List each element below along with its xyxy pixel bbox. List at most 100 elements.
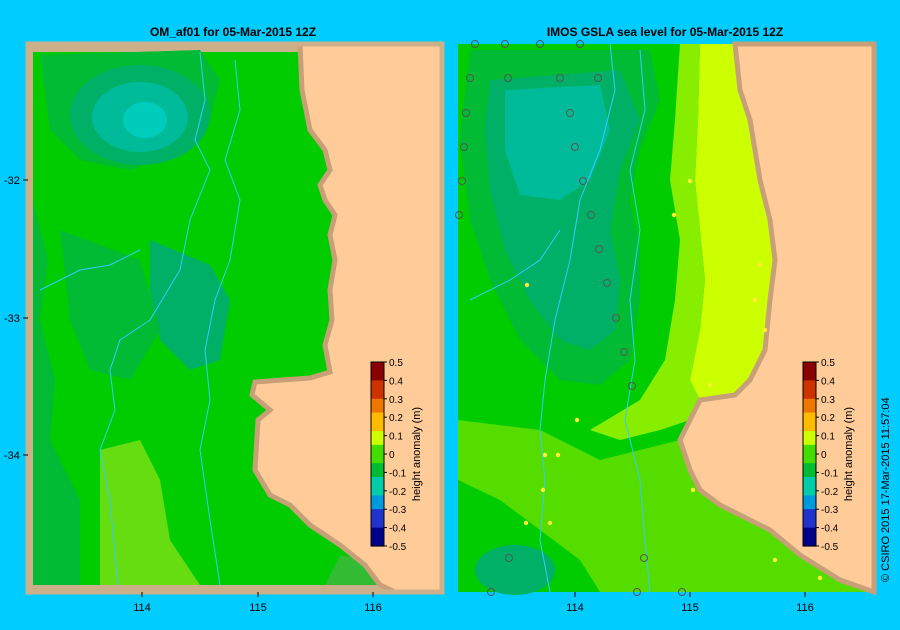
observation-circle-marker bbox=[595, 245, 603, 253]
observation-circle-marker bbox=[466, 74, 474, 82]
left-anom-central bbox=[150, 240, 230, 370]
observation-star-marker bbox=[555, 452, 561, 458]
colorbar-tick-label: 0.5 bbox=[389, 358, 403, 369]
observation-circle-marker bbox=[566, 109, 574, 117]
colorbar-segment bbox=[803, 504, 816, 510]
observation-star-marker bbox=[547, 520, 553, 526]
colorbar-segment bbox=[803, 408, 816, 414]
colorbar-tick-label: 0.3 bbox=[821, 395, 835, 406]
observation-star-marker bbox=[690, 487, 696, 493]
colorbar-segment bbox=[803, 375, 816, 381]
colorbar-segment bbox=[371, 362, 384, 368]
right-anom-central bbox=[550, 230, 610, 340]
colorbar-segment bbox=[803, 518, 816, 524]
observation-circle-marker bbox=[458, 177, 466, 185]
left-bathy-3 bbox=[39, 249, 141, 291]
colorbar-segment bbox=[371, 366, 384, 372]
observation-star-marker bbox=[540, 487, 546, 493]
colorbar-segment bbox=[803, 527, 816, 533]
left-ytick-34: -34 bbox=[4, 450, 20, 462]
colorbar-segment bbox=[803, 444, 816, 450]
observation-circle-marker bbox=[460, 143, 468, 151]
colorbar-segment bbox=[371, 440, 384, 446]
colorbar-tick-label: 0 bbox=[821, 450, 827, 461]
colorbar-segment bbox=[371, 435, 384, 441]
colorbar-segment bbox=[803, 371, 816, 377]
colorbar-segment bbox=[803, 523, 816, 529]
left-panel-title: OM_af01 for 05-Mar-2015 12Z bbox=[150, 25, 316, 39]
left-anom-west bbox=[33, 200, 80, 585]
colorbar-tick-label: 0.2 bbox=[821, 413, 835, 424]
colorbar-tick-label: -0.1 bbox=[389, 468, 407, 479]
observation-circle-marker bbox=[576, 40, 584, 48]
observation-circle-marker bbox=[594, 74, 602, 82]
colorbar-segment bbox=[371, 518, 384, 524]
colorbar-segment bbox=[803, 495, 816, 501]
colorbar-segment bbox=[803, 477, 816, 483]
colorbar-segment bbox=[371, 527, 384, 533]
left-x-axis: 114 115 116 bbox=[133, 592, 382, 614]
colorbar-segment bbox=[803, 435, 816, 441]
right-colorbar: 0.5 0.4 0.3 0.2 0.1 0 -0.1 -0.2 -0.3 -0.4 -0.5 heig… bbox=[802, 358, 855, 553]
right-bathy-1 bbox=[539, 43, 616, 593]
colorbar-segment bbox=[371, 417, 384, 423]
colorbar-segment bbox=[803, 490, 816, 496]
colorbar-tick-label: 0.5 bbox=[821, 358, 835, 369]
observation-star-marker bbox=[523, 520, 529, 526]
right-anom-pos-south bbox=[458, 420, 874, 592]
left-bathy-1 bbox=[99, 51, 211, 586]
right-x-axis: 114 115 116 bbox=[566, 592, 814, 614]
colorbar-segment bbox=[371, 500, 384, 506]
colorbar-segment bbox=[371, 426, 384, 432]
colorbar-segment bbox=[371, 454, 384, 460]
observation-circle-marker bbox=[633, 588, 641, 596]
observation-star-marker bbox=[671, 212, 677, 218]
left-ytick-33: -33 bbox=[4, 313, 20, 325]
colorbar-segment bbox=[371, 375, 384, 381]
colorbar-segment bbox=[371, 523, 384, 529]
colorbar-tick-label: -0.5 bbox=[389, 542, 407, 553]
observation-star-marker bbox=[542, 452, 548, 458]
colorbar-segment bbox=[803, 417, 816, 423]
colorbar-segment bbox=[803, 486, 816, 492]
colorbar-segment bbox=[803, 394, 816, 400]
colorbar-segment bbox=[803, 362, 816, 368]
observation-circle-marker bbox=[462, 109, 470, 117]
observation-star-marker bbox=[762, 327, 768, 333]
colorbar-segment bbox=[371, 477, 384, 483]
colorbar-segment bbox=[803, 403, 816, 409]
colorbar-segment bbox=[371, 449, 384, 455]
colorbar-segment bbox=[371, 371, 384, 377]
colorbar-segment bbox=[803, 421, 816, 427]
colorbar-tick-label: -0.3 bbox=[821, 505, 839, 516]
left-anom-pos-south bbox=[100, 440, 200, 585]
colorbar-segment bbox=[371, 536, 384, 542]
colorbar-segment bbox=[371, 541, 384, 547]
colorbar-segment bbox=[803, 380, 816, 386]
left-land bbox=[249, 41, 445, 595]
colorbar-tick-label: 0.2 bbox=[389, 413, 403, 424]
colorbar-segment bbox=[371, 472, 384, 478]
colorbar-segment bbox=[803, 449, 816, 455]
credit-text: © CSIRO 2015 17-Mar-2015 11:57:04 bbox=[880, 397, 892, 582]
colorbar-segment bbox=[371, 389, 384, 395]
colorbar-segment bbox=[803, 454, 816, 460]
colorbar-segment bbox=[371, 444, 384, 450]
left-eddy-core bbox=[123, 102, 167, 138]
colorbar-tick-label: 0.3 bbox=[389, 395, 403, 406]
colorbar-segment bbox=[371, 431, 384, 437]
right-bathy-3 bbox=[469, 229, 561, 301]
observation-star-marker bbox=[707, 382, 713, 388]
colorbar-label: height anomaly (m) bbox=[411, 407, 423, 501]
right-anom-pos-coast bbox=[690, 44, 775, 400]
right-eddy-ring3 bbox=[505, 85, 610, 200]
observation-circle-marker bbox=[612, 314, 620, 322]
observation-circle-marker bbox=[620, 348, 628, 356]
colorbar-segment bbox=[371, 398, 384, 404]
left-colorbar: 0.5 0.4 0.3 0.2 0.1 0 -0.1 -0.2 -0.3 -0.4 -0.5 heig… bbox=[370, 358, 423, 553]
observation-circle-marker bbox=[501, 40, 509, 48]
left-xtick-114: 114 bbox=[133, 602, 151, 614]
observation-circle-marker bbox=[640, 554, 648, 562]
colorbar-tick-label: -0.2 bbox=[821, 487, 839, 498]
colorbar-segment bbox=[803, 532, 816, 538]
